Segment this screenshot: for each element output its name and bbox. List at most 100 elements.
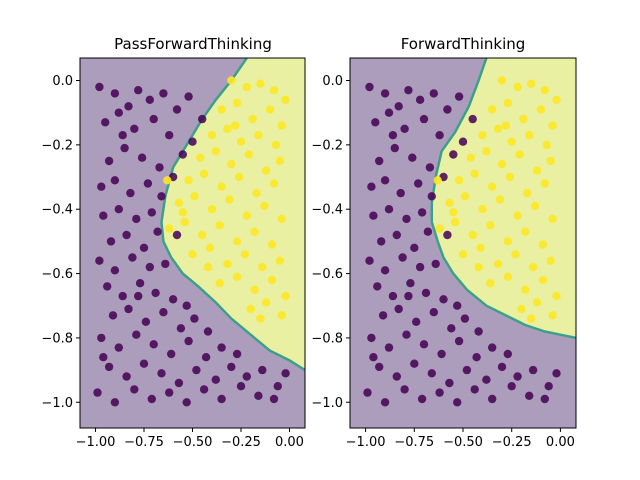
point-class-1 xyxy=(552,291,561,301)
point-class-1 xyxy=(486,221,495,230)
point-class-0 xyxy=(367,333,376,343)
point-class-0 xyxy=(363,388,372,397)
point-class-0 xyxy=(110,176,120,185)
point-class-1 xyxy=(252,188,261,198)
point-class-1 xyxy=(511,250,520,259)
point-class-0 xyxy=(437,349,446,359)
point-class-0 xyxy=(443,105,452,114)
point-class-1 xyxy=(495,195,505,204)
point-class-0 xyxy=(388,131,398,140)
point-class-1 xyxy=(250,285,259,294)
x-tick-label: −0.50 xyxy=(173,435,213,450)
point-class-1 xyxy=(488,182,497,191)
point-class-0 xyxy=(404,86,413,95)
point-class-0 xyxy=(410,243,419,252)
point-class-1 xyxy=(552,95,561,105)
point-class-0 xyxy=(400,124,409,133)
point-class-0 xyxy=(128,253,137,262)
point-class-1 xyxy=(180,217,189,227)
point-class-1 xyxy=(260,201,269,211)
point-class-1 xyxy=(530,201,540,211)
point-class-0 xyxy=(165,131,174,140)
point-class-1 xyxy=(275,156,284,166)
point-class-1 xyxy=(538,240,548,249)
point-class-1 xyxy=(546,156,555,166)
point-class-0 xyxy=(203,327,213,336)
point-class-0 xyxy=(122,230,131,240)
point-class-0 xyxy=(147,394,156,404)
point-class-0 xyxy=(134,86,143,95)
point-class-0 xyxy=(168,295,178,304)
point-class-1 xyxy=(262,298,271,307)
point-class-0 xyxy=(367,182,376,191)
point-class-0 xyxy=(184,336,193,346)
point-class-0 xyxy=(453,301,462,310)
point-class-1 xyxy=(256,314,265,323)
point-class-0 xyxy=(398,253,407,262)
point-class-0 xyxy=(412,317,421,326)
point-class-0 xyxy=(217,343,226,352)
point-class-0 xyxy=(429,308,438,317)
point-class-1 xyxy=(501,121,511,130)
point-class-1 xyxy=(523,188,532,198)
point-class-0 xyxy=(153,227,162,236)
y-tick-label: 0.0 xyxy=(52,74,73,89)
point-class-0 xyxy=(365,82,374,92)
point-class-1 xyxy=(240,250,250,259)
point-class-1 xyxy=(203,262,213,272)
point-class-0 xyxy=(97,333,106,343)
point-class-1 xyxy=(236,137,246,146)
point-class-0 xyxy=(161,259,170,269)
point-class-0 xyxy=(513,372,522,381)
y-tick-label: −1.0 xyxy=(41,396,73,411)
point-class-0 xyxy=(445,378,454,388)
point-class-0 xyxy=(110,266,120,275)
plot-area xyxy=(80,58,305,428)
point-class-1 xyxy=(503,237,512,246)
point-class-1 xyxy=(211,147,220,156)
point-class-1 xyxy=(227,76,236,85)
point-class-1 xyxy=(482,147,491,156)
point-class-1 xyxy=(542,140,551,150)
point-class-1 xyxy=(546,256,555,265)
point-class-1 xyxy=(493,259,503,269)
point-class-0 xyxy=(106,237,116,246)
point-class-1 xyxy=(267,275,277,285)
point-class-0 xyxy=(488,343,497,352)
point-class-1 xyxy=(178,208,187,217)
point-class-0 xyxy=(236,382,246,391)
point-class-0 xyxy=(269,394,279,404)
point-class-1 xyxy=(454,176,464,185)
point-class-1 xyxy=(478,205,487,214)
point-class-1 xyxy=(267,240,277,249)
point-class-0 xyxy=(93,388,102,397)
point-class-1 xyxy=(468,230,477,240)
point-class-0 xyxy=(151,288,160,298)
y-tick-label: −0.6 xyxy=(41,267,73,282)
x-tick-label: 0.00 xyxy=(546,435,575,450)
point-class-1 xyxy=(548,214,557,224)
point-class-1 xyxy=(250,227,259,236)
point-class-1 xyxy=(227,160,236,169)
point-class-0 xyxy=(421,288,431,298)
point-class-0 xyxy=(454,92,464,101)
point-class-1 xyxy=(505,172,514,182)
point-class-0 xyxy=(145,95,154,105)
point-class-1 xyxy=(244,150,253,159)
panel-title: ForwardThinking xyxy=(401,35,526,53)
point-class-0 xyxy=(172,230,182,240)
point-class-0 xyxy=(443,230,452,240)
point-class-0 xyxy=(95,82,104,92)
point-class-1 xyxy=(466,153,475,162)
x-tick-label: −0.50 xyxy=(443,435,483,450)
point-class-0 xyxy=(165,388,174,397)
point-class-1 xyxy=(184,176,193,185)
point-class-1 xyxy=(548,121,557,130)
point-class-1 xyxy=(540,179,549,188)
point-class-0 xyxy=(439,295,448,304)
point-class-1 xyxy=(242,211,251,220)
point-class-0 xyxy=(417,394,427,404)
point-class-1 xyxy=(435,224,444,233)
point-class-0 xyxy=(369,353,378,362)
point-class-0 xyxy=(425,163,435,172)
